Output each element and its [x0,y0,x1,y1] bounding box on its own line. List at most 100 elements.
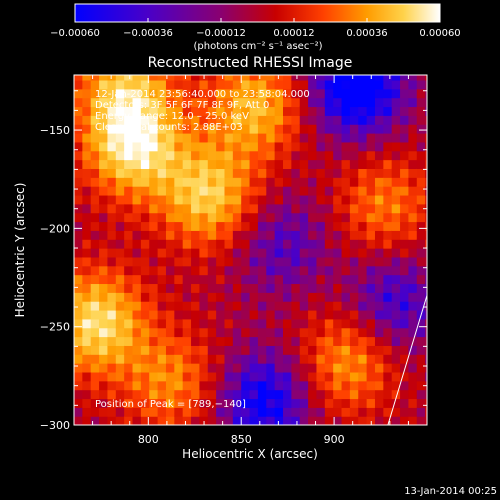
heatmap-cell [174,265,184,276]
heatmap-cell [249,177,259,187]
annotation-time-range: 12‑Jan‑2014 23:56:40.000 to 23:58:04.000 [95,89,310,100]
heatmap-cell [349,79,359,90]
heatmap-cell [132,354,142,364]
heatmap-cell [383,168,393,178]
heatmap-cell [216,416,226,425]
heatmap-cell [341,371,351,382]
heatmap-cell [90,345,100,355]
heatmap-cell [107,230,117,240]
heatmap-cell [333,221,343,231]
heatmap-cell [316,265,326,276]
heatmap-cell [257,363,267,373]
heatmap-cell [241,203,251,214]
heatmap-cell [358,221,368,231]
heatmap-cell [257,239,267,249]
heatmap-cell [408,283,418,293]
heatmap-cell [391,309,401,320]
heatmap-cell [199,124,209,134]
heatmap-cell [232,407,242,417]
heatmap-cell [349,150,359,161]
heatmap-cell [157,194,167,205]
heatmap-cell [274,159,284,169]
heatmap-cell [316,398,326,408]
heatmap-cell [374,150,384,161]
heatmap-cell [99,115,109,125]
heatmap-cell [283,309,292,320]
heatmap-cell [349,345,359,355]
heatmap-cell [124,168,134,178]
heatmap-cell [341,256,351,267]
heatmap-cell [349,97,359,108]
heatmap-cell [316,239,326,249]
heatmap-cell [283,265,292,276]
heatmap-cell [425,230,427,240]
heatmap-cell [324,416,334,425]
heatmap-cell [82,301,92,311]
heatmap-cell [391,88,401,99]
heatmap-cell [383,389,393,400]
heatmap-cell [249,398,259,408]
heatmap-cell [165,221,175,231]
heatmap-cell [324,230,334,240]
heatmap-cell [107,141,117,152]
heatmap-cell [140,318,150,329]
heatmap-cell [132,186,142,196]
heatmap-cell [82,79,92,90]
heatmap-cell [157,75,167,81]
heatmap-cell [400,141,410,152]
heatmap-cell [149,97,159,108]
heatmap-cell [90,398,100,408]
heatmap-cell [132,203,142,214]
heatmap-cell [283,133,292,143]
heatmap-cell [99,79,109,90]
heatmap-cell [149,380,159,391]
heatmap-cell [149,274,159,285]
heatmap-cell [174,88,184,99]
heatmap-cell [99,354,109,364]
heatmap-cell [257,292,267,302]
heatmap-cell [182,248,192,258]
heatmap-cell [383,75,393,81]
heatmap-cell [99,133,109,143]
heatmap-cell [74,354,83,364]
heatmap-cell [400,363,410,373]
heatmap-cell [149,106,159,116]
heatmap-cell [408,363,418,373]
heatmap-cell [316,88,326,99]
heatmap-cell [241,221,251,231]
heatmap-cell [366,363,376,373]
heatmap-cell [115,354,125,364]
heatmap-cell [199,318,209,329]
colorbar-unit-label: (photons cm⁻² s⁻¹ asec⁻²) [193,41,322,52]
heatmap-cell [408,371,418,382]
heatmap-cell [124,407,134,417]
heatmap-cell [165,79,175,90]
heatmap-cell [391,416,401,425]
heatmap-cell [400,168,410,178]
heatmap-cell [249,239,259,249]
heatmap-cell [374,168,384,178]
heatmap-cell [82,194,92,205]
heatmap-cell [249,159,259,169]
heatmap-cell [283,230,292,240]
heatmap-cell [107,168,117,178]
heatmap-cell [124,88,134,99]
heatmap-cell [408,75,418,81]
heatmap-cell [316,124,326,134]
heatmap-cell [90,327,100,338]
heatmap-cell [174,221,184,231]
heatmap-cell [299,318,309,329]
heatmap-cell [299,239,309,249]
heatmap-cell [416,248,426,258]
heatmap-cell [140,398,150,408]
heatmap-cell [383,363,393,373]
heatmap-cell [291,380,301,391]
heatmap-cell [140,115,150,125]
heatmap-cell [324,301,334,311]
heatmap-cell [324,292,334,302]
heatmap-cell [333,106,343,116]
heatmap-cell [324,371,334,382]
heatmap-cell [99,88,109,99]
heatmap-cell [408,221,418,231]
heatmap-cell [383,159,393,169]
